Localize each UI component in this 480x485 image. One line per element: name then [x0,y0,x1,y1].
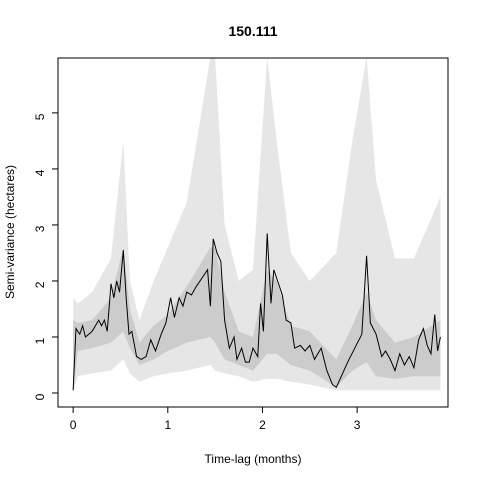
chart-title: 150.111 [228,23,277,39]
x-tick-label: 2 [259,418,266,432]
y-tick-label: 4 [33,169,47,176]
x-tick-label: 0 [70,418,77,432]
x-axis-label: Time-lag (months) [205,452,302,466]
variogram-line [72,233,441,391]
y-tick-label: 3 [33,225,47,232]
plot-area [72,58,441,393]
y-tick-label: 5 [33,113,47,120]
confidence-band [73,247,441,393]
y-tick-label: 1 [33,337,47,344]
plot-frame [57,57,449,408]
y-tick-label: 2 [33,281,47,288]
y-axis-label: Semi-variance (hectares) [3,165,17,299]
x-tick-label: 1 [164,418,171,432]
x-tick-label: 3 [354,418,361,432]
y-tick-label: 0 [33,393,47,400]
confidence-band [73,58,441,393]
